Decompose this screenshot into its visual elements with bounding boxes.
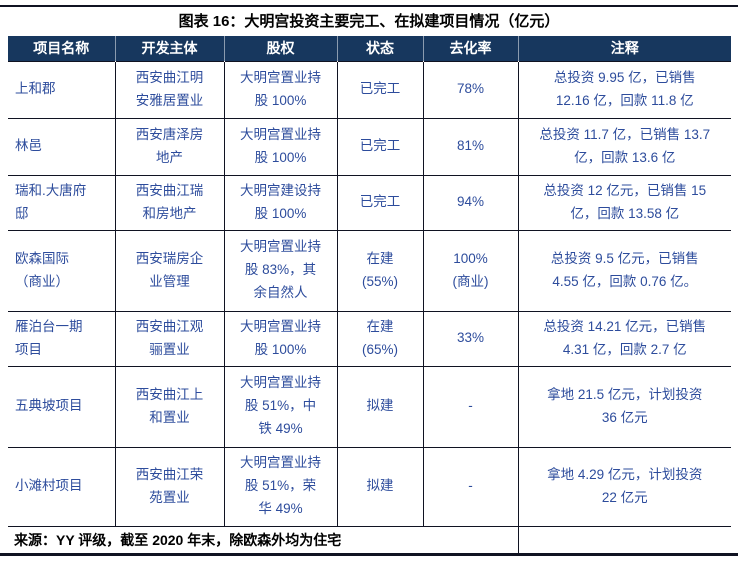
cell-developer: 西安曲江观 骊置业: [114, 310, 224, 366]
cell-sellthrough-rate: 33%: [422, 310, 518, 366]
cell-notes: 总投资 9.95 亿，已销售 12.16 亿，回款 11.8 亿: [517, 60, 731, 118]
cell-sellthrough-rate: 100% (商业): [422, 229, 518, 311]
chart-title: 图表 16：大明宫投资主要完工、在拟建项目情况（亿元）: [178, 13, 560, 30]
cell-project-name: 小滩村项目: [8, 446, 115, 526]
cell-notes: 拿地 4.29 亿元，计划投资 22 亿元: [517, 446, 731, 526]
table-row: 雁泊台一期 项目 西安曲江观 骊置业 大明宫置业持 股 100% 在建 (65%…: [8, 310, 731, 366]
column-header-project-name: 项目名称: [8, 36, 115, 61]
cell-developer: 西安曲江明 安雅居置业: [114, 60, 224, 118]
table-row: 林邑 西安唐泽房 地产 大明宫置业持 股 100% 已完工 81% 总投资 11…: [8, 117, 731, 175]
cell-project-name: 瑞和.大唐府 邸: [8, 174, 115, 230]
source-note: 来源：YY 评级，截至 2020 年末，除欧森外均为住宅: [8, 525, 518, 553]
cell-status: 拟建: [336, 446, 423, 526]
cell-sellthrough-rate: 81%: [422, 117, 518, 175]
cell-notes: 拿地 21.5 亿元，计划投资 36 亿元: [517, 365, 731, 447]
cell-status: 已完工: [336, 60, 423, 118]
cell-sellthrough-rate: 94%: [422, 174, 518, 230]
cell-project-name: 上和郡: [8, 60, 115, 118]
cell-sellthrough-rate: 78%: [422, 60, 518, 118]
bottom-divider: [0, 553, 738, 556]
source-row-empty-cell: [517, 525, 731, 553]
table-row: 瑞和.大唐府 邸 西安曲江瑞 和房地产 大明宫建设持 股 100% 已完工 94…: [8, 174, 731, 230]
cell-notes: 总投资 11.7 亿，已销售 13.7 亿，回款 13.6 亿: [517, 117, 731, 175]
cell-status: 已完工: [336, 174, 423, 230]
cell-status: 拟建: [336, 365, 423, 447]
column-header-developer: 开发主体: [114, 36, 224, 61]
header-row: 项目名称 开发主体 股权 状态 去化率 注释: [8, 36, 731, 61]
source-row: 来源：YY 评级，截至 2020 年末，除欧森外均为住宅: [8, 525, 731, 553]
cell-equity: 大明宫置业持 股 51%，荣 华 49%: [223, 446, 337, 526]
projects-table: 项目名称 开发主体 股权 状态 去化率 注释 上和郡 西安曲江明 安雅居置业 大…: [8, 36, 731, 553]
table-row: 五典坡项目 西安曲江上 和置业 大明宫置业持 股 51%，中 铁 49% 拟建 …: [8, 365, 731, 447]
cell-sellthrough-rate: -: [422, 446, 518, 526]
cell-notes: 总投资 14.21 亿元，已销售 4.31 亿，回款 2.7 亿: [517, 310, 731, 366]
cell-status: 在建 (55%): [336, 229, 423, 311]
cell-status: 已完工: [336, 117, 423, 175]
cell-developer: 西安曲江上 和置业: [114, 365, 224, 447]
cell-sellthrough-rate: -: [422, 365, 518, 447]
cell-developer: 西安曲江荣 苑置业: [114, 446, 224, 526]
cell-equity: 大明宫置业持 股 83%，其 余自然人: [223, 229, 337, 311]
column-header-equity: 股权: [223, 36, 337, 61]
cell-equity: 大明宫置业持 股 100%: [223, 60, 337, 118]
table-row: 小滩村项目 西安曲江荣 苑置业 大明宫置业持 股 51%，荣 华 49% 拟建 …: [8, 446, 731, 526]
cell-equity: 大明宫置业持 股 100%: [223, 310, 337, 366]
table-row: 上和郡 西安曲江明 安雅居置业 大明宫置业持 股 100% 已完工 78% 总投…: [8, 60, 731, 118]
cell-developer: 西安唐泽房 地产: [114, 117, 224, 175]
column-header-notes: 注释: [517, 36, 731, 61]
cell-developer: 西安曲江瑞 和房地产: [114, 174, 224, 230]
cell-project-name: 雁泊台一期 项目: [8, 310, 115, 366]
cell-equity: 大明宫置业持 股 51%，中 铁 49%: [223, 365, 337, 447]
cell-status: 在建 (65%): [336, 310, 423, 366]
cell-notes: 总投资 9.5 亿元，已销售 4.55 亿，回款 0.76 亿。: [517, 229, 731, 311]
cell-developer: 西安瑞房企 业管理: [114, 229, 224, 311]
cell-equity: 大明宫置业持 股 100%: [223, 117, 337, 175]
column-header-status: 状态: [336, 36, 423, 61]
table-row: 欧森国际 （商业） 西安瑞房企 业管理 大明宫置业持 股 83%，其 余自然人 …: [8, 229, 731, 311]
top-divider: [0, 5, 738, 7]
cell-project-name: 欧森国际 （商业）: [8, 229, 115, 311]
cell-equity: 大明宫建设持 股 100%: [223, 174, 337, 230]
cell-notes: 总投资 12 亿元，已销售 15 亿，回款 13.58 亿: [517, 174, 731, 230]
cell-project-name: 五典坡项目: [8, 365, 115, 447]
cell-project-name: 林邑: [8, 117, 115, 175]
column-header-sellthrough-rate: 去化率: [422, 36, 518, 61]
